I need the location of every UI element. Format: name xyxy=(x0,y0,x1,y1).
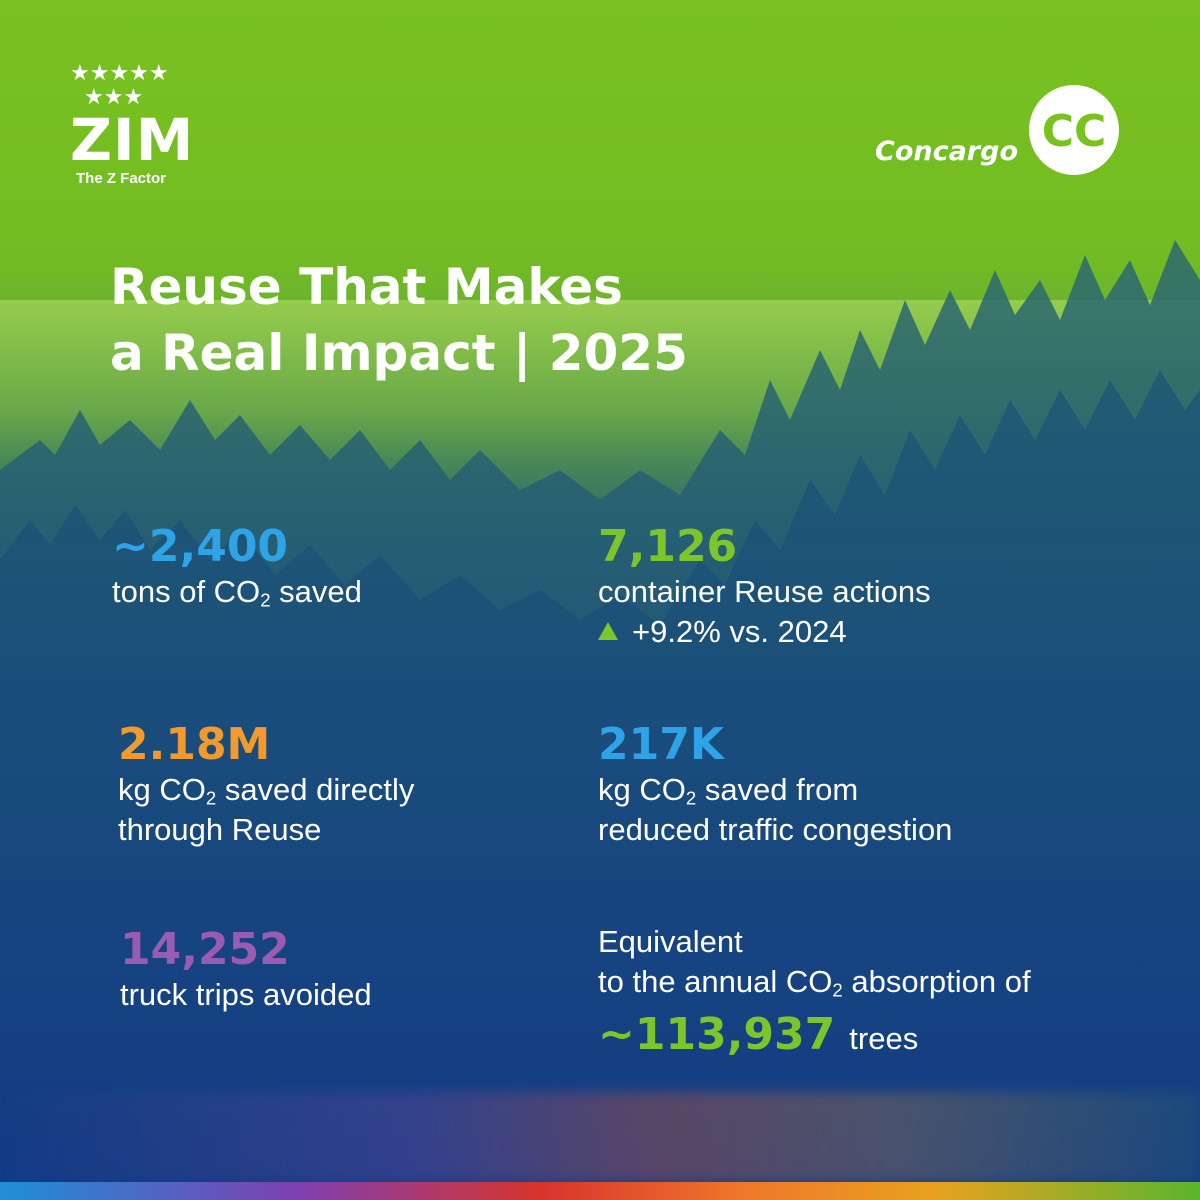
zim-tagline: The Z Factor xyxy=(76,170,167,187)
stat-kg-traffic-desc-line1: kg CO2 saved from xyxy=(598,772,859,809)
page-title: Reuse That Makes a Real Impact | 2025 xyxy=(110,254,688,386)
concargo-cc-letters: CC xyxy=(1042,106,1107,157)
title-line-2: a Real Impact | 2025 xyxy=(110,324,688,382)
stat-truck-trips-desc: truck trips avoided xyxy=(120,977,372,1012)
stat-trees-unit: trees xyxy=(849,1021,919,1056)
zim-wordmark: ZIM xyxy=(70,106,195,174)
concargo-logo: Concargo CC xyxy=(875,82,1122,178)
stat-trees: Equivalent to the annual CO2 absorption … xyxy=(598,922,1031,1060)
rainbow-bottom-bar xyxy=(0,1182,1200,1200)
stat-co2-tons-value: ~2,400 xyxy=(112,521,289,572)
stat-truck-trips-value: 14,252 xyxy=(120,924,290,975)
stat-kg-direct: 2.18M kg CO2 saved directly through Reus… xyxy=(118,720,414,850)
stat-co2-tons-desc: tons of CO2 saved xyxy=(112,574,362,611)
bottom-glow xyxy=(0,1092,1200,1182)
title-line-1: Reuse That Makes xyxy=(110,258,623,316)
stat-co2-tons: ~2,400 tons of CO2 saved xyxy=(112,522,362,612)
stat-trees-value: ~113,937 xyxy=(598,1009,836,1060)
stat-kg-direct-desc-line1: kg CO2 saved directly xyxy=(118,772,415,809)
stat-reuse-actions: 7,126 container Reuse actions +9.2% vs. … xyxy=(598,522,931,652)
stat-reuse-actions-change: +9.2% vs. 2024 xyxy=(598,612,931,652)
arrow-up-icon xyxy=(598,622,618,640)
stat-trees-line1: Equivalent xyxy=(598,924,743,959)
concargo-wordmark: Concargo xyxy=(875,135,1019,167)
stat-reuse-actions-value: 7,126 xyxy=(598,521,738,572)
stat-kg-traffic-desc-line2: reduced traffic congestion xyxy=(598,812,953,847)
concargo-cc-icon: CC xyxy=(1029,85,1120,175)
stat-kg-traffic-value: 217K xyxy=(598,719,724,770)
zim-stars-row-bottom: ★★★ xyxy=(84,84,144,109)
stat-kg-direct-value: 2.18M xyxy=(118,719,271,770)
zim-stars-icon: ★★★★★ ★★★ xyxy=(70,62,200,108)
stat-trees-value-line: ~113,937 trees xyxy=(598,1010,1031,1060)
stat-trees-line2: to the annual CO2 absorption of xyxy=(598,964,1031,1001)
zim-stars-row-top: ★★★★★ xyxy=(70,60,169,85)
zim-logo: ★★★★★ ★★★ ZIM The Z Factor xyxy=(70,62,200,188)
stat-truck-trips: 14,252 truck trips avoided xyxy=(120,925,372,1015)
stat-reuse-actions-desc: container Reuse actions xyxy=(598,574,931,609)
stat-kg-direct-desc-line2: through Reuse xyxy=(118,812,322,847)
stat-kg-traffic: 217K kg CO2 saved from reduced traffic c… xyxy=(598,720,952,850)
